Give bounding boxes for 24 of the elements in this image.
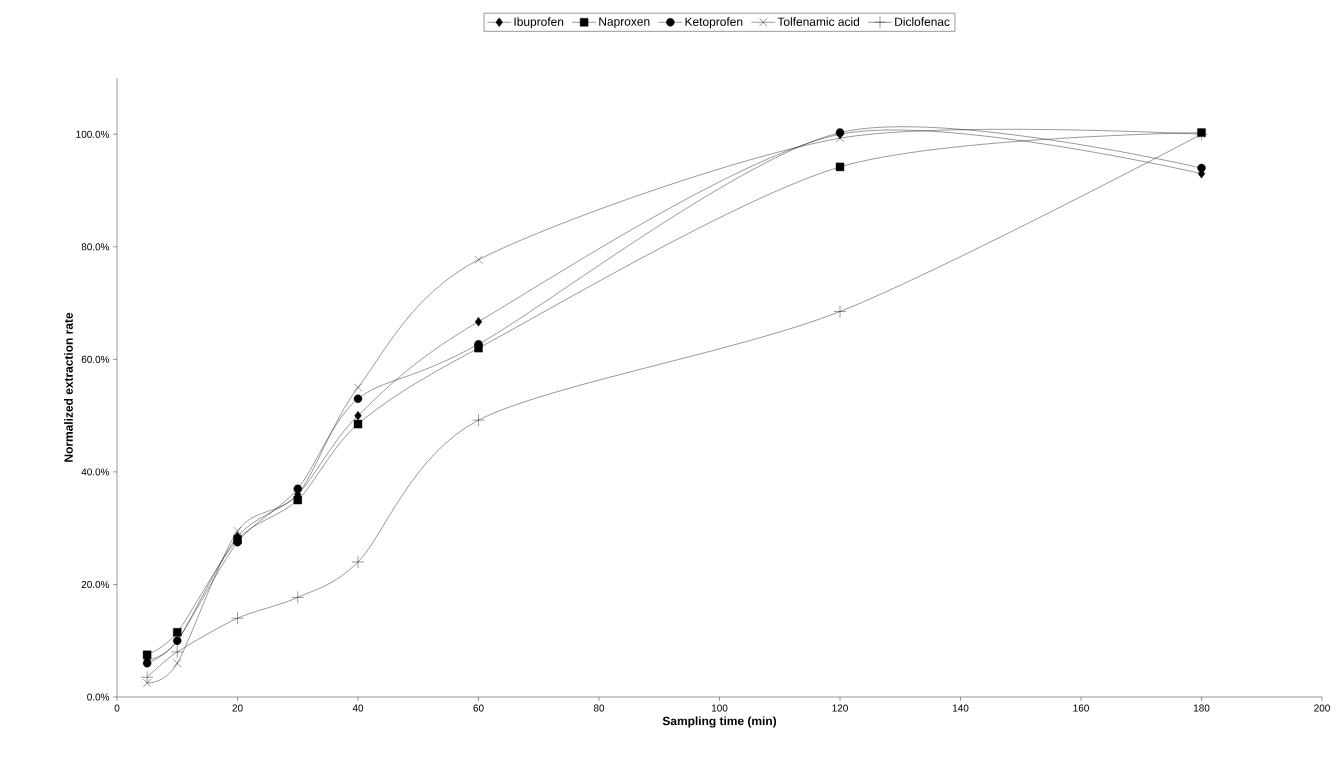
y-tick-label: 20.0% bbox=[81, 580, 110, 588]
x-tick-label: 100 bbox=[711, 704, 728, 712]
legend-label: Naproxen bbox=[599, 17, 650, 29]
legend-label: Diclofenac bbox=[895, 17, 950, 26]
x-tick-label: 200 bbox=[1314, 704, 1330, 712]
legend-label: Ibuprofen bbox=[514, 17, 564, 29]
y-tick-label: 0.0% bbox=[87, 693, 110, 701]
x-tick-label: 140 bbox=[952, 704, 969, 712]
legend-label: Tolfenamic acid bbox=[777, 17, 860, 26]
x-tick-label: 60 bbox=[473, 704, 484, 712]
x-tick-label: 160 bbox=[1073, 704, 1089, 712]
y-tick-label: 40.0% bbox=[81, 468, 110, 476]
legend-label: Ketoprofen bbox=[685, 17, 743, 29]
y-tick-label: 100.0% bbox=[76, 130, 110, 138]
y-tick-label: 80.0% bbox=[81, 243, 110, 251]
x-axis-title: Sampling time (min) bbox=[662, 716, 777, 728]
x-tick-label: 20 bbox=[232, 704, 243, 712]
y-tick-label: 60.0% bbox=[81, 355, 110, 363]
x-tick-label: 120 bbox=[832, 704, 848, 712]
x-tick-label: 80 bbox=[593, 704, 605, 712]
x-tick-label: 40 bbox=[352, 704, 364, 712]
x-tick-label: 180 bbox=[1193, 704, 1210, 712]
x-tick-label: 0 bbox=[114, 704, 120, 712]
y-axis-title: Normalized extraction rate bbox=[64, 312, 73, 462]
